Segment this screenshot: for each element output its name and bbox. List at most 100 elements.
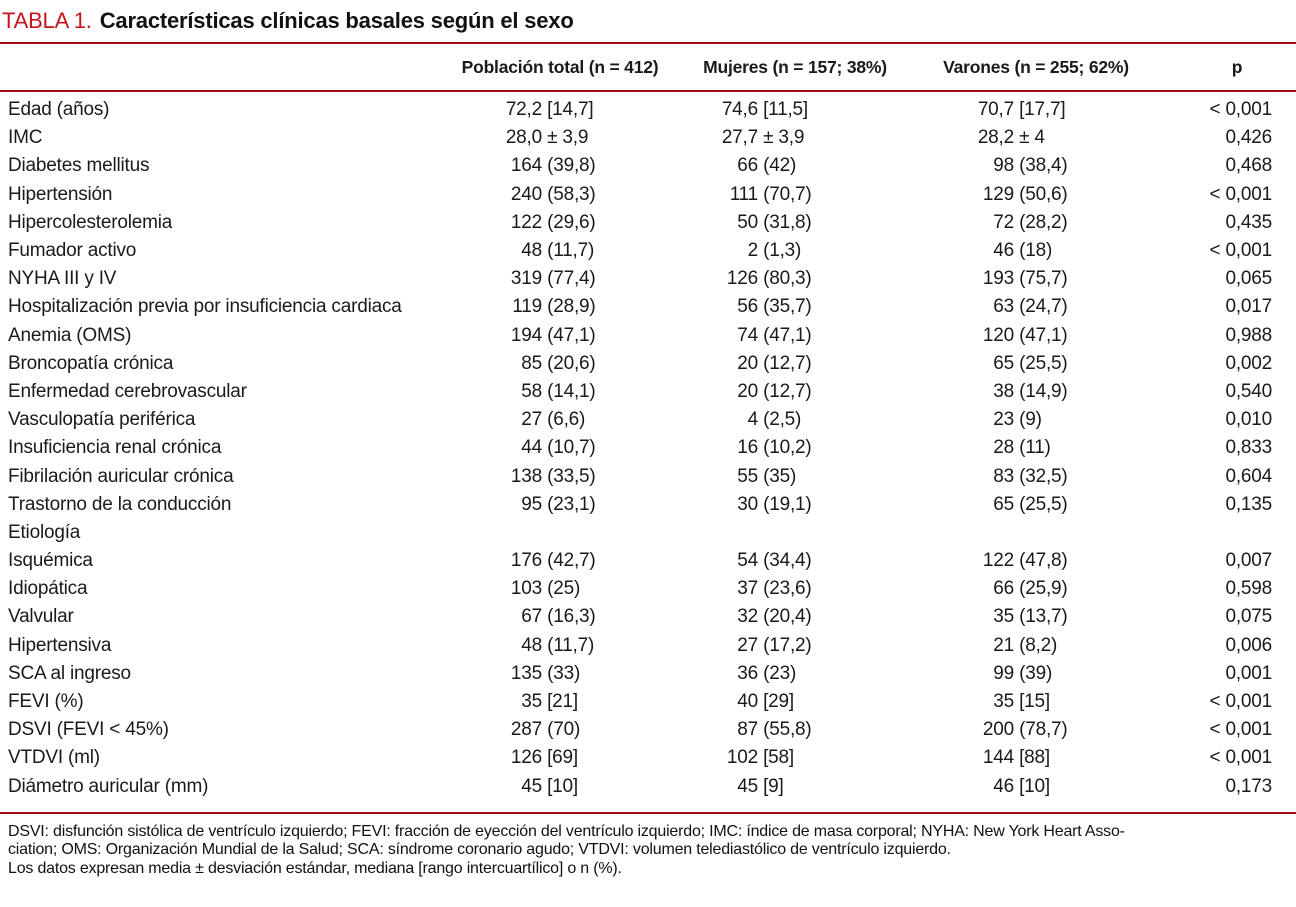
value-varones: 65 (25,5) [993, 493, 1068, 515]
p-value: 0,001 [1225, 662, 1272, 684]
table-caption: TABLA 1. Características clínicas basales… [0, 0, 1296, 35]
value-mujeres: 2 (1,3) [747, 240, 802, 262]
value-varones: 28 (11) [993, 437, 1051, 459]
value-mujeres: 66 (42) [737, 155, 797, 177]
row-label: Hipercolesterolemia [8, 211, 173, 233]
table-footnotes: DSVI: disfunción sistólica de ventrículo… [0, 823, 1296, 879]
top-rule [0, 42, 1296, 44]
row-label: Hipertensiva [8, 634, 112, 656]
value-total: 164 (39,8) [510, 155, 596, 177]
value-varones: 72 (28,2) [993, 211, 1068, 233]
p-value: 0,173 [1225, 775, 1272, 797]
value-mujeres: 126 (80,3) [726, 268, 812, 290]
table-number-label: TABLA 1. [2, 8, 92, 33]
p-value: < 0,001 [1209, 719, 1272, 741]
value-varones: 98 (38,4) [993, 155, 1068, 177]
table-row: Hospitalización previa por insuficiencia… [0, 293, 1296, 321]
value-varones: 46 [10] [993, 775, 1050, 797]
value-mujeres: 74,6 [11,5] [721, 99, 809, 121]
value-mujeres: 30 (19,1) [737, 493, 812, 515]
value-mujeres: 56 (35,7) [737, 296, 812, 318]
row-label: IMC [8, 127, 43, 149]
value-varones: 65 (25,5) [993, 352, 1068, 374]
value-total: 72,2 [14,7] [505, 99, 594, 121]
header-varones: Varones (n = 255; 62%) [943, 56, 1129, 77]
row-label: Insuficiencia renal crónica [8, 437, 222, 459]
value-mujeres: 40 [29] [737, 691, 794, 713]
table-row: Anemia (OMS) 194 (47,1) 74 (47,1) 120 (47,1… [0, 322, 1296, 350]
value-mujeres: 32 (20,4) [737, 606, 812, 628]
row-label: Hospitalización previa por insuficiencia… [8, 296, 402, 318]
p-value: 0,540 [1225, 380, 1272, 402]
value-varones: 21 (8,2) [993, 634, 1058, 656]
row-label: Broncopatía crónica [8, 352, 174, 374]
value-varones: 35 (13,7) [993, 606, 1068, 628]
value-total: 35 [21] [521, 691, 578, 713]
table-title-text: Características clínicas basales según e… [99, 8, 574, 33]
value-total: 48 (11,7) [521, 240, 595, 262]
value-varones: 193 (75,7) [982, 268, 1068, 290]
p-value: 0,468 [1225, 155, 1272, 177]
value-mujeres: 45 [9] [737, 775, 784, 797]
row-label: Etiología [8, 521, 81, 543]
value-varones: 28,2 ± 4 [977, 127, 1045, 149]
header-mujeres: Mujeres (n = 157; 38%) [703, 56, 887, 77]
value-varones: 63 (24,7) [993, 296, 1068, 318]
table-row: Broncopatía crónica 85 (20,6) 20 (12,7) 65 … [0, 350, 1296, 378]
value-total: 176 (42,7) [510, 550, 596, 572]
p-value: 0,604 [1225, 465, 1272, 487]
value-total: 119 (28,9) [512, 296, 596, 318]
row-label: Fibrilación auricular crónica [8, 465, 234, 487]
p-value: 0,017 [1225, 296, 1272, 318]
row-label: NYHA III y IV [8, 268, 117, 290]
table-row: DSVI (FEVI < 45%) 287 (70) 87 (55,8) 200 (7… [0, 716, 1296, 744]
value-mujeres: 54 (34,4) [737, 550, 812, 572]
row-label: Diabetes mellitus [8, 155, 150, 177]
table-row: IMC 28,0 ± 3,9 27,7 ± 3,9 28,2 ± 4 0,426 [0, 124, 1296, 152]
value-mujeres: 27 (17,2) [737, 634, 812, 656]
value-mujeres: 111 (70,7) [729, 183, 812, 205]
value-varones: 35 [15] [993, 691, 1050, 713]
value-mujeres: 50 (31,8) [737, 211, 812, 233]
value-mujeres: 20 (12,7) [737, 380, 812, 402]
table-row: FEVI (%) 35 [21] 40 [29] 35 [15] < 0,001 [0, 688, 1296, 716]
p-value: 0,002 [1225, 352, 1272, 374]
value-varones: 66 (25,9) [993, 578, 1068, 600]
value-varones: 83 (32,5) [993, 465, 1068, 487]
row-label: Trastorno de la conducción [8, 493, 232, 515]
row-label: Anemia (OMS) [8, 324, 132, 346]
value-mujeres: 87 (55,8) [737, 719, 812, 741]
p-value: < 0,001 [1209, 183, 1272, 205]
table-row: Idiopática 103 (25) 37 (23,6) 66 (25,9) 0,59… [0, 575, 1296, 603]
p-value: 0,010 [1225, 409, 1272, 431]
row-label: DSVI (FEVI < 45%) [8, 719, 169, 741]
value-total: 122 (29,6) [510, 211, 596, 233]
value-mujeres: 55 (35) [737, 465, 797, 487]
value-total: 85 (20,6) [521, 352, 596, 374]
p-value: 0,006 [1225, 634, 1272, 656]
footnote-line: DSVI: disfunción sistólica de ventrículo… [8, 822, 1125, 840]
value-varones: 38 (14,9) [993, 380, 1068, 402]
p-value: 0,075 [1225, 606, 1272, 628]
table-row: NYHA III y IV 319 (77,4) 126 (80,3) 193 (75… [0, 265, 1296, 293]
table-row: Hipercolesterolemia 122 (29,6) 50 (31,8) 72… [0, 209, 1296, 237]
table-row: Vasculopatía periférica 27 (6,6) 4 (2,5) 23… [0, 406, 1296, 434]
footnote-line: Los datos expresan media ± desviación es… [8, 859, 622, 877]
row-label: Isquémica [8, 550, 93, 572]
table-row: Fibrilación auricular crónica 138 (33,5) 5… [0, 462, 1296, 490]
value-varones: 120 (47,1) [982, 324, 1068, 346]
value-total: 45 [10] [521, 775, 578, 797]
value-total: 58 (14,1) [521, 380, 596, 402]
p-value: 0,007 [1225, 550, 1272, 572]
p-value: < 0,001 [1209, 747, 1272, 769]
table-row: VTDVI (ml) 126 [69] 102 [58] 144 [88] < 0,00… [0, 744, 1296, 772]
value-varones: 23 (9) [993, 409, 1042, 431]
table-row: Enfermedad cerebrovascular 58 (14,1) 20 (1… [0, 378, 1296, 406]
value-varones: 200 (78,7) [982, 719, 1068, 741]
header-p: p [1231, 56, 1243, 77]
value-total: 135 (33) [510, 662, 581, 684]
header-poblacion-total: Población total (n = 412) [461, 56, 659, 77]
value-mujeres: 102 [58] [726, 747, 794, 769]
row-label: Idiopática [8, 578, 88, 600]
table-row: Etiología [0, 519, 1296, 547]
